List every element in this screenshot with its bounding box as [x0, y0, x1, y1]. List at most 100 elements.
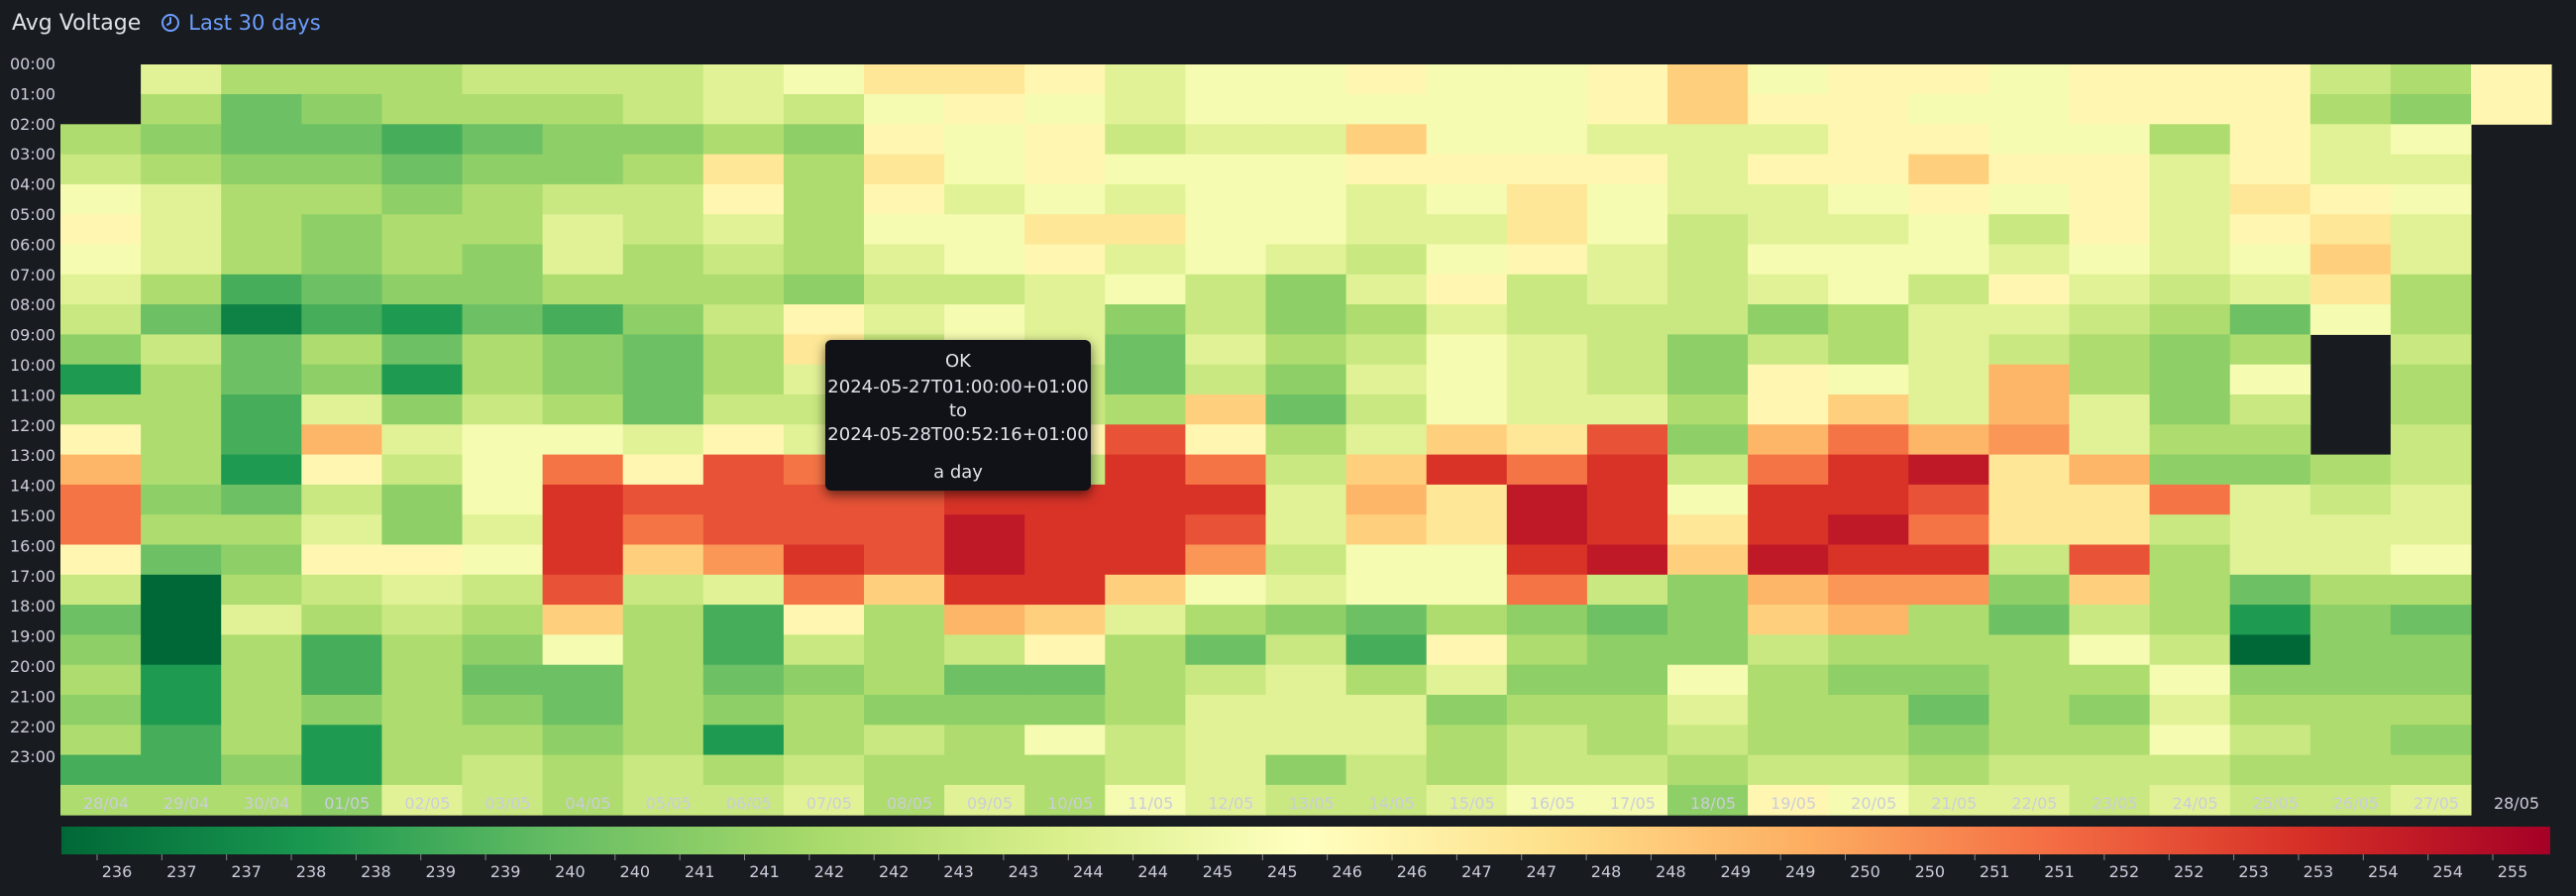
heatmap-cell[interactable] [1105, 154, 1186, 185]
heatmap-cell[interactable] [1265, 695, 1347, 726]
heatmap-cell[interactable] [2229, 304, 2311, 335]
heatmap-cell[interactable] [1345, 94, 1428, 125]
heatmap-cell[interactable] [1586, 274, 1668, 305]
heatmap-cell[interactable] [2229, 124, 2311, 156]
heatmap-cell[interactable] [2149, 754, 2231, 786]
heatmap-cell[interactable] [1828, 64, 1909, 94]
heatmap-cell[interactable] [1667, 244, 1749, 276]
heatmap-cell[interactable] [1828, 634, 1909, 666]
heatmap-cell[interactable] [1426, 304, 1508, 335]
heatmap-cell[interactable] [1265, 574, 1347, 606]
heatmap-cell[interactable] [1828, 784, 1909, 816]
heatmap-cell[interactable] [1185, 214, 1266, 245]
heatmap-cell[interactable] [1506, 394, 1588, 425]
heatmap-cell[interactable] [301, 124, 382, 156]
heatmap-cell[interactable] [462, 154, 544, 185]
heatmap-cell[interactable] [2309, 725, 2392, 756]
heatmap-cell[interactable] [2309, 484, 2392, 515]
heatmap-cell[interactable] [1506, 214, 1588, 245]
heatmap-cell[interactable] [1105, 364, 1186, 395]
heatmap-cell[interactable] [1426, 454, 1508, 486]
heatmap-cell[interactable] [1748, 183, 1829, 215]
heatmap-cell[interactable] [1506, 334, 1588, 366]
heatmap-cell[interactable] [462, 605, 544, 635]
heatmap-cell[interactable] [221, 544, 302, 576]
heatmap-cell[interactable] [1345, 124, 1428, 156]
heatmap-cell[interactable] [141, 424, 222, 456]
heatmap-cell[interactable] [1426, 544, 1508, 576]
heatmap-cell[interactable] [2390, 514, 2472, 545]
heatmap-cell[interactable] [1426, 183, 1508, 215]
heatmap-cell[interactable] [1748, 244, 1829, 276]
heatmap-cell[interactable] [944, 304, 1025, 335]
heatmap-cell[interactable] [2229, 424, 2311, 456]
heatmap-cell[interactable] [2390, 725, 2472, 756]
heatmap-cell[interactable] [221, 784, 302, 816]
heatmap-cell[interactable] [944, 574, 1025, 606]
heatmap-cell[interactable] [1988, 334, 2070, 366]
heatmap-cell[interactable] [2390, 574, 2472, 606]
heatmap-cell[interactable] [1586, 394, 1668, 425]
heatmap-cell[interactable] [1908, 784, 1989, 816]
heatmap-cell[interactable] [783, 124, 865, 156]
heatmap-cell[interactable] [2390, 214, 2472, 245]
heatmap-cell[interactable] [944, 64, 1025, 94]
heatmap-cell[interactable] [60, 424, 142, 456]
heatmap-cell[interactable] [1828, 514, 1909, 545]
heatmap-cell[interactable] [1345, 183, 1428, 215]
heatmap-cell[interactable] [1667, 94, 1749, 125]
heatmap-cell[interactable] [1988, 154, 2070, 185]
heatmap-cell[interactable] [944, 754, 1025, 786]
heatmap-cell[interactable] [1908, 605, 1989, 635]
heatmap-cell[interactable] [1748, 574, 1829, 606]
heatmap-cell[interactable] [1265, 484, 1347, 515]
heatmap-cell[interactable] [141, 544, 222, 576]
heatmap-cell[interactable] [1426, 664, 1508, 696]
heatmap-cell[interactable] [221, 244, 302, 276]
heatmap-cell[interactable] [542, 695, 624, 726]
heatmap-cell[interactable] [783, 214, 865, 245]
heatmap-cell[interactable] [1265, 544, 1347, 576]
heatmap-cell[interactable] [1506, 484, 1588, 515]
heatmap-cell[interactable] [1345, 154, 1428, 185]
heatmap-cell[interactable] [60, 364, 142, 395]
heatmap-cell[interactable] [622, 334, 704, 366]
heatmap-cell[interactable] [864, 514, 945, 545]
heatmap-cell[interactable] [1586, 484, 1668, 515]
heatmap-cell[interactable] [2309, 634, 2392, 666]
heatmap-cell[interactable] [1345, 695, 1428, 726]
heatmap-cell[interactable] [1506, 304, 1588, 335]
heatmap-cell[interactable] [2471, 94, 2552, 125]
heatmap-cell[interactable] [60, 754, 142, 786]
heatmap-cell[interactable] [2149, 274, 2231, 305]
heatmap-cell[interactable] [60, 454, 142, 486]
heatmap-cell[interactable] [1506, 784, 1588, 816]
heatmap-cell[interactable] [221, 484, 302, 515]
heatmap-cell[interactable] [1667, 484, 1749, 515]
heatmap-cell[interactable] [1586, 424, 1668, 456]
heatmap-cell[interactable] [1828, 544, 1909, 576]
heatmap-cell[interactable] [1908, 394, 1989, 425]
heatmap-cell[interactable] [1908, 64, 1989, 94]
heatmap-cell[interactable] [1828, 183, 1909, 215]
heatmap-cell[interactable] [1185, 94, 1266, 125]
heatmap-cell[interactable] [1828, 725, 1909, 756]
heatmap-cell[interactable] [1667, 64, 1749, 94]
heatmap-cell[interactable] [2149, 695, 2231, 726]
heatmap-cell[interactable] [1185, 784, 1266, 816]
heatmap-cell[interactable] [622, 94, 704, 125]
heatmap-cell[interactable] [1667, 514, 1749, 545]
heatmap-cell[interactable] [542, 394, 624, 425]
heatmap-cell[interactable] [702, 784, 785, 816]
heatmap-cell[interactable] [1024, 784, 1106, 816]
heatmap-cell[interactable] [1586, 544, 1668, 576]
heatmap-cell[interactable] [462, 754, 544, 786]
heatmap-cell[interactable] [542, 725, 624, 756]
heatmap-cell[interactable] [622, 454, 704, 486]
heatmap-cell[interactable] [141, 214, 222, 245]
heatmap-cell[interactable] [60, 124, 142, 156]
heatmap-cell[interactable] [2149, 424, 2231, 456]
heatmap-cell[interactable] [2229, 544, 2311, 576]
heatmap-cell[interactable] [702, 274, 785, 305]
heatmap-cell[interactable] [1265, 394, 1347, 425]
